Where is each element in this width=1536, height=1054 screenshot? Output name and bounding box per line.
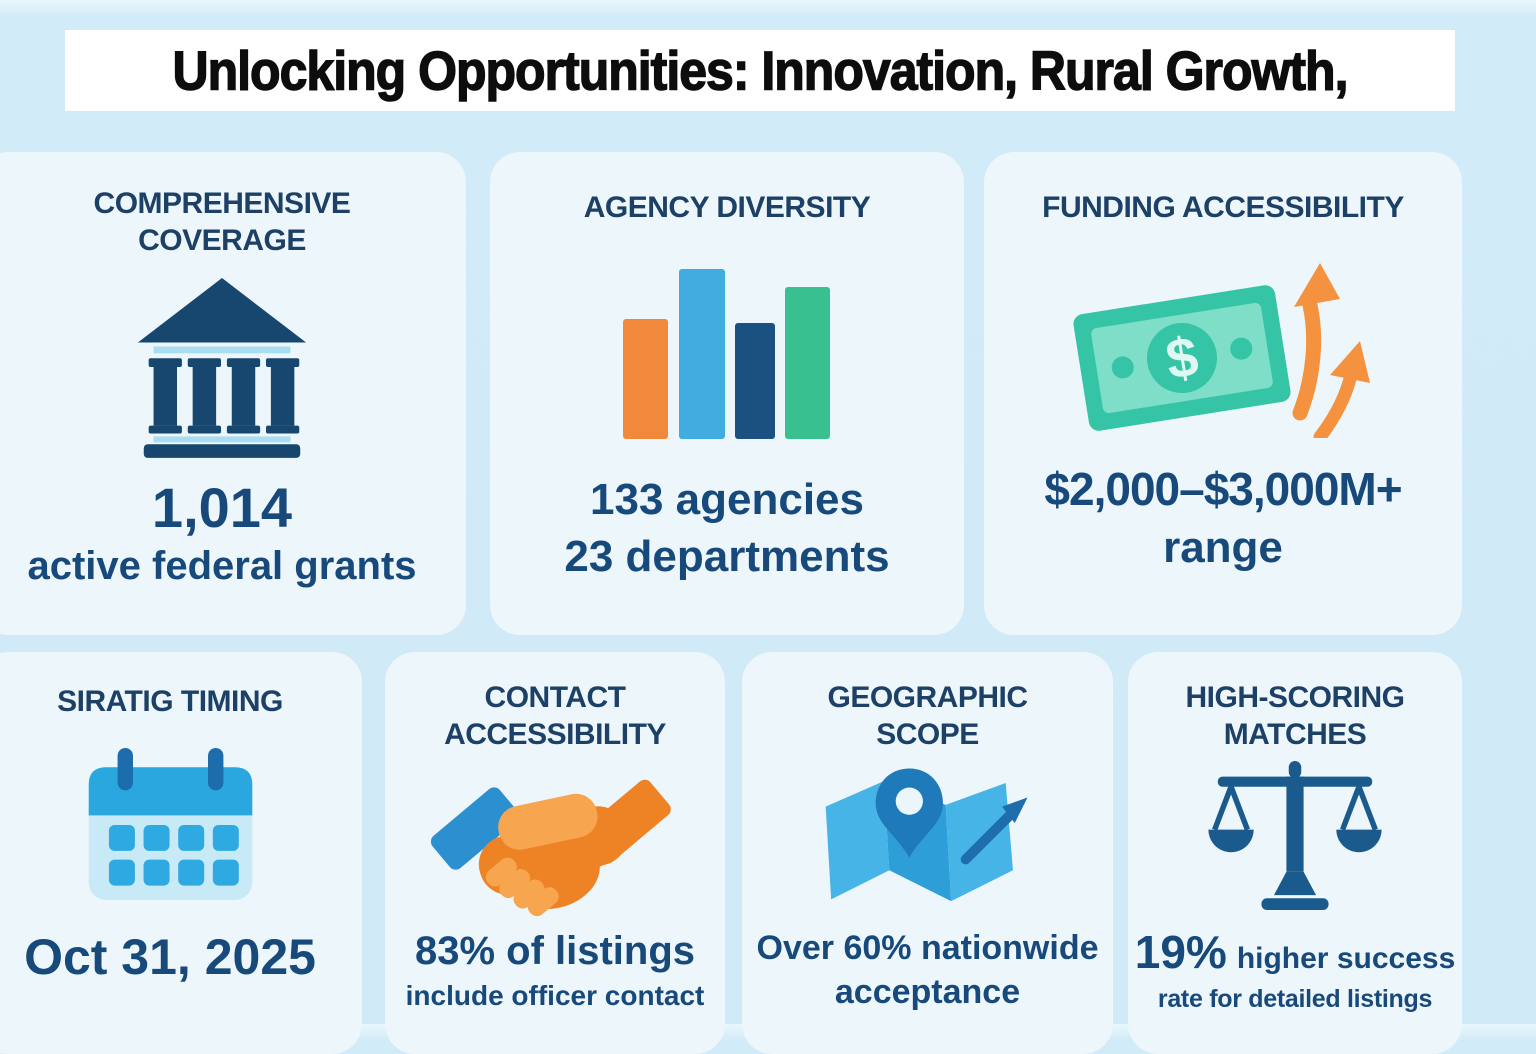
card-contact-accessibility: CONTACT ACCESSIBILITY 83% of listings in… [385, 652, 725, 1054]
page-title: Unlocking Opportunities: Innovation, Rur… [172, 39, 1349, 102]
stat-primary: Oct 31, 2025 [24, 928, 316, 985]
location-pin-icon [875, 768, 943, 858]
card-comprehensive-coverage: COMPREHENSIVE COVERAGE 1,014 active fede… [0, 152, 466, 635]
map-icon [810, 763, 1045, 913]
handshake-icon [431, 759, 679, 921]
bar-chart-icon [623, 268, 831, 439]
stat-secondary: include officer contact [405, 979, 705, 1011]
stat-secondary: active federal grants [27, 543, 417, 588]
growth-arrows-icon [1292, 262, 1370, 438]
card-heading: SIRATIG TIMING [57, 685, 283, 718]
stat-primary: 1,014 [151, 476, 293, 540]
calendar-icon [88, 747, 253, 900]
money-growth-icon: $ [1072, 253, 1374, 438]
card-agency-diversity: AGENCY DIVERSITY 133 agencies 23 departm… [490, 152, 964, 635]
card-heading: CONTACT ACCESSIBILITY [444, 681, 666, 751]
card-heading: AGENCY DIVERSITY [583, 191, 871, 224]
stat-number: 19% [1134, 926, 1227, 979]
stat-secondary: range [1163, 523, 1283, 573]
stat-secondary: 23 departments [564, 531, 890, 581]
card-heading: FUNDING ACCESSIBILITY [1042, 191, 1404, 224]
scales-icon [1205, 761, 1385, 917]
stat-primary: Over 60% nationwide [756, 929, 1099, 968]
stat-secondary: acceptance [834, 973, 1021, 1012]
card-heading: COMPREHENSIVE COVERAGE [93, 187, 351, 257]
stat-primary: 83% of listings [414, 929, 696, 974]
card-heading: GEOGRAPHIC SCOPE [827, 681, 1028, 751]
stat-number-suffix: higher success [1236, 942, 1456, 976]
card-high-scoring-matches: HIGH-SCORING MATCHES 19% higher success r… [1128, 652, 1462, 1054]
bank-icon [134, 273, 310, 461]
card-heading: HIGH-SCORING MATCHES [1185, 681, 1406, 751]
title-bar: Unlocking Opportunities: Innovation, Rur… [65, 30, 1455, 111]
card-geographic-scope: GEOGRAPHIC SCOPE Over 60% nationwide acc… [742, 652, 1113, 1054]
stat-secondary: rate for detailed listings [1157, 984, 1433, 1013]
card-strategic-timing: SIRATIG TIMING Oct 31, 2025 [0, 652, 362, 1054]
stat-primary: 19% higher success [1134, 926, 1456, 979]
trend-arrow-icon [960, 797, 1028, 865]
stat-primary: 133 agencies [590, 474, 864, 524]
card-funding-accessibility: FUNDING ACCESSIBILITY $ $2,000–$3,000M+ … [984, 152, 1462, 635]
stat-primary: $2,000–$3,000M+ [1044, 462, 1402, 515]
